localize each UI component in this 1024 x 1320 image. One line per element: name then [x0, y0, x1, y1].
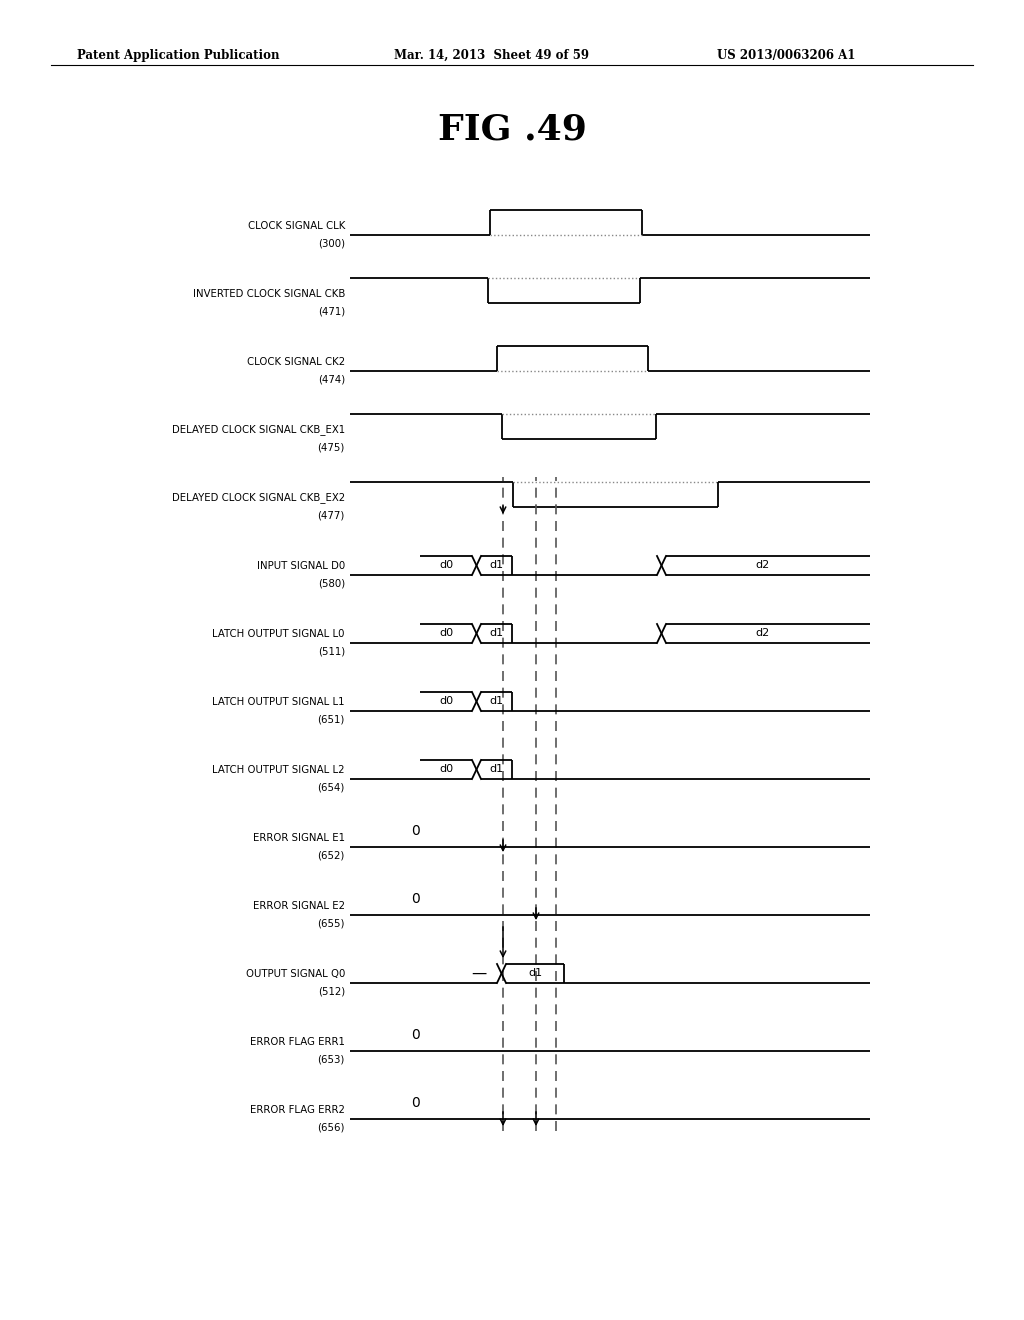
- Text: (474): (474): [317, 375, 345, 385]
- Text: (475): (475): [317, 444, 345, 453]
- Text: d0: d0: [439, 764, 453, 775]
- Text: (471): (471): [317, 308, 345, 317]
- Text: Mar. 14, 2013  Sheet 49 of 59: Mar. 14, 2013 Sheet 49 of 59: [394, 49, 589, 62]
- Text: (653): (653): [317, 1055, 345, 1065]
- Text: INPUT SIGNAL D0: INPUT SIGNAL D0: [257, 561, 345, 572]
- Text: FIG .49: FIG .49: [437, 112, 587, 147]
- Text: CLOCK SIGNAL CK2: CLOCK SIGNAL CK2: [247, 356, 345, 367]
- Text: INVERTED CLOCK SIGNAL CKB: INVERTED CLOCK SIGNAL CKB: [193, 289, 345, 300]
- Text: 0: 0: [411, 1028, 420, 1041]
- Text: —: —: [471, 966, 486, 981]
- Text: ERROR SIGNAL E1: ERROR SIGNAL E1: [253, 833, 345, 843]
- Text: (651): (651): [317, 715, 345, 725]
- Text: (512): (512): [317, 987, 345, 997]
- Text: LATCH OUTPUT SIGNAL L1: LATCH OUTPUT SIGNAL L1: [213, 697, 345, 708]
- Text: (656): (656): [317, 1123, 345, 1133]
- Text: (511): (511): [317, 647, 345, 657]
- Text: LATCH OUTPUT SIGNAL L0: LATCH OUTPUT SIGNAL L0: [213, 630, 345, 639]
- Text: 0: 0: [411, 824, 420, 838]
- Text: d1: d1: [489, 697, 504, 706]
- Text: DELAYED CLOCK SIGNAL CKB_EX2: DELAYED CLOCK SIGNAL CKB_EX2: [172, 492, 345, 503]
- Text: d1: d1: [528, 969, 542, 978]
- Text: d1: d1: [489, 764, 504, 775]
- Text: (652): (652): [317, 851, 345, 861]
- Text: 0: 0: [411, 892, 420, 906]
- Text: d0: d0: [439, 697, 453, 706]
- Text: d1: d1: [489, 628, 504, 639]
- Text: Patent Application Publication: Patent Application Publication: [77, 49, 280, 62]
- Text: OUTPUT SIGNAL Q0: OUTPUT SIGNAL Q0: [246, 969, 345, 979]
- Text: (300): (300): [317, 239, 345, 249]
- Text: LATCH OUTPUT SIGNAL L2: LATCH OUTPUT SIGNAL L2: [213, 766, 345, 775]
- Text: d0: d0: [439, 628, 453, 639]
- Text: ERROR SIGNAL E2: ERROR SIGNAL E2: [253, 902, 345, 911]
- Text: (580): (580): [317, 579, 345, 589]
- Text: ERROR FLAG ERR2: ERROR FLAG ERR2: [250, 1105, 345, 1115]
- Text: (655): (655): [317, 919, 345, 929]
- Text: (477): (477): [317, 511, 345, 521]
- Text: (654): (654): [317, 783, 345, 793]
- Text: 0: 0: [411, 1096, 420, 1110]
- Text: US 2013/0063206 A1: US 2013/0063206 A1: [717, 49, 855, 62]
- Text: CLOCK SIGNAL CLK: CLOCK SIGNAL CLK: [248, 220, 345, 231]
- Text: d0: d0: [439, 561, 453, 570]
- Text: d2: d2: [756, 561, 770, 570]
- Text: ERROR FLAG ERR1: ERROR FLAG ERR1: [250, 1038, 345, 1047]
- Text: d1: d1: [489, 561, 504, 570]
- Text: d2: d2: [756, 628, 770, 639]
- Text: DELAYED CLOCK SIGNAL CKB_EX1: DELAYED CLOCK SIGNAL CKB_EX1: [172, 424, 345, 436]
